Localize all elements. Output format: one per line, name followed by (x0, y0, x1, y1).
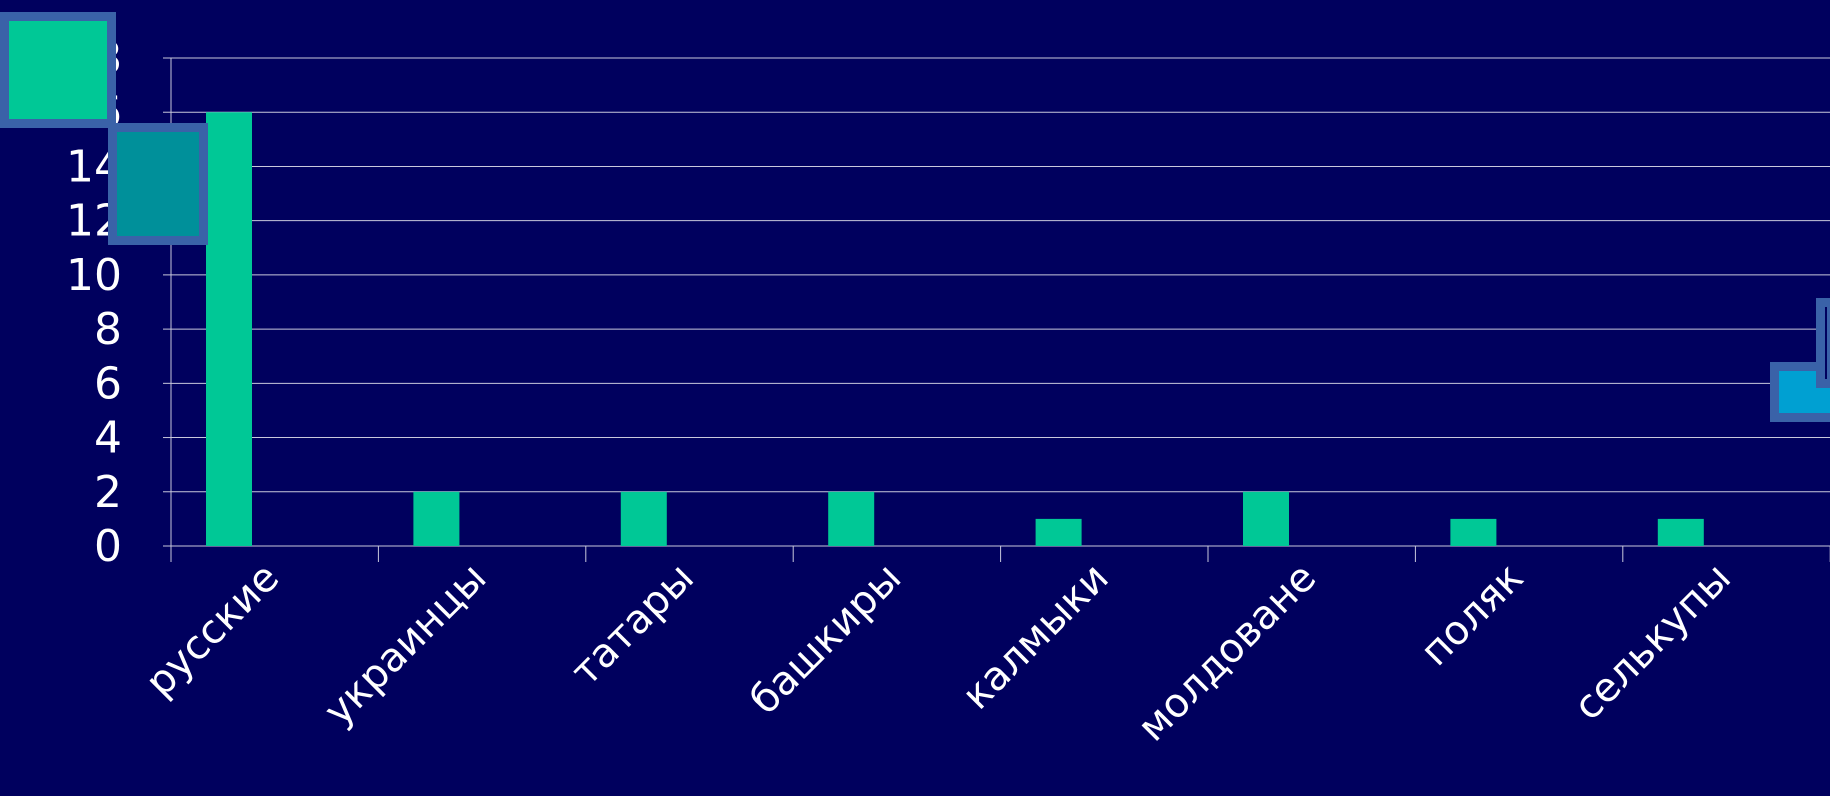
bar-7 (1450, 518, 1497, 546)
bar-5 (1035, 518, 1082, 546)
axes (163, 57, 1830, 562)
y-tick-label: 6 (94, 358, 122, 409)
x-tick-label: селькупы (1565, 555, 1740, 730)
y-tick-label: 10 (66, 250, 122, 301)
bar-8 (1657, 518, 1704, 546)
x-tick-label: молдоване (1129, 555, 1325, 751)
bar-2 (413, 491, 460, 546)
x-tick-label: татары (562, 555, 702, 695)
decor-square-blue (1770, 362, 1830, 422)
bar-6 (1243, 491, 1289, 546)
bar-4 (828, 491, 875, 546)
decor-square-teal (108, 123, 208, 245)
bar-3 (620, 491, 667, 546)
x-tick-label: поляк (1412, 555, 1533, 676)
x-tick-label: калмыки (954, 555, 1118, 719)
bar-1 (206, 112, 252, 546)
decor-square-edge (1816, 298, 1830, 388)
bars (206, 112, 1704, 546)
decor-square-green (0, 12, 116, 128)
x-tick-label: украинцы (315, 555, 495, 735)
y-tick-label: 4 (94, 413, 122, 464)
x-tick-label: башкиры (741, 555, 910, 724)
y-tick-label: 0 (94, 521, 122, 572)
x-tick-labels: русские украинцы татары башкиры калмыки молдо… (137, 555, 1740, 751)
y-tick-label: 8 (94, 304, 122, 355)
y-tick-label: 2 (94, 467, 122, 518)
x-tick-label: русские (137, 555, 288, 706)
gridlines (171, 57, 1830, 493)
